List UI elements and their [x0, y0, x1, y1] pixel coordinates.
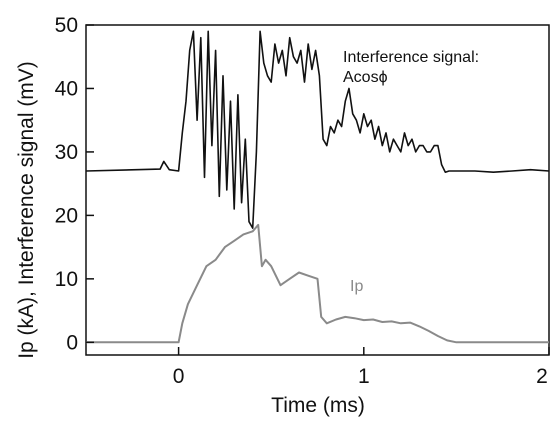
- series-line-ip: [86, 223, 549, 344]
- plot-area: [85, 24, 550, 356]
- plot-frame: [85, 24, 550, 356]
- y-tick-label: 0: [66, 331, 78, 354]
- x-tick-label: 2: [536, 365, 548, 388]
- x-tick-label: 0: [173, 365, 185, 388]
- y-axis-title: Ip (kA), Interference signal (mV): [15, 61, 38, 359]
- y-tick-label: 50: [55, 14, 78, 37]
- y-tick-label: 10: [55, 268, 78, 291]
- annotation-ip: Ip: [350, 278, 363, 295]
- x-axis: 0 1 2: [173, 347, 550, 388]
- y-tick-label: 30: [55, 141, 78, 164]
- series-layer: [85, 30, 550, 344]
- y-tick-label: 40: [55, 77, 78, 100]
- series-line-interference-signal: [85, 30, 550, 229]
- y-tick-label: 20: [55, 204, 78, 227]
- x-tick-label: 1: [358, 365, 370, 388]
- y-axis: 0 10 20 30 40 50: [55, 14, 94, 354]
- annotation-interference-signal: Interference signal:: [343, 49, 479, 66]
- annotation-acos-phi: Acosϕ: [343, 69, 388, 86]
- x-axis-title: Time (ms): [271, 394, 365, 417]
